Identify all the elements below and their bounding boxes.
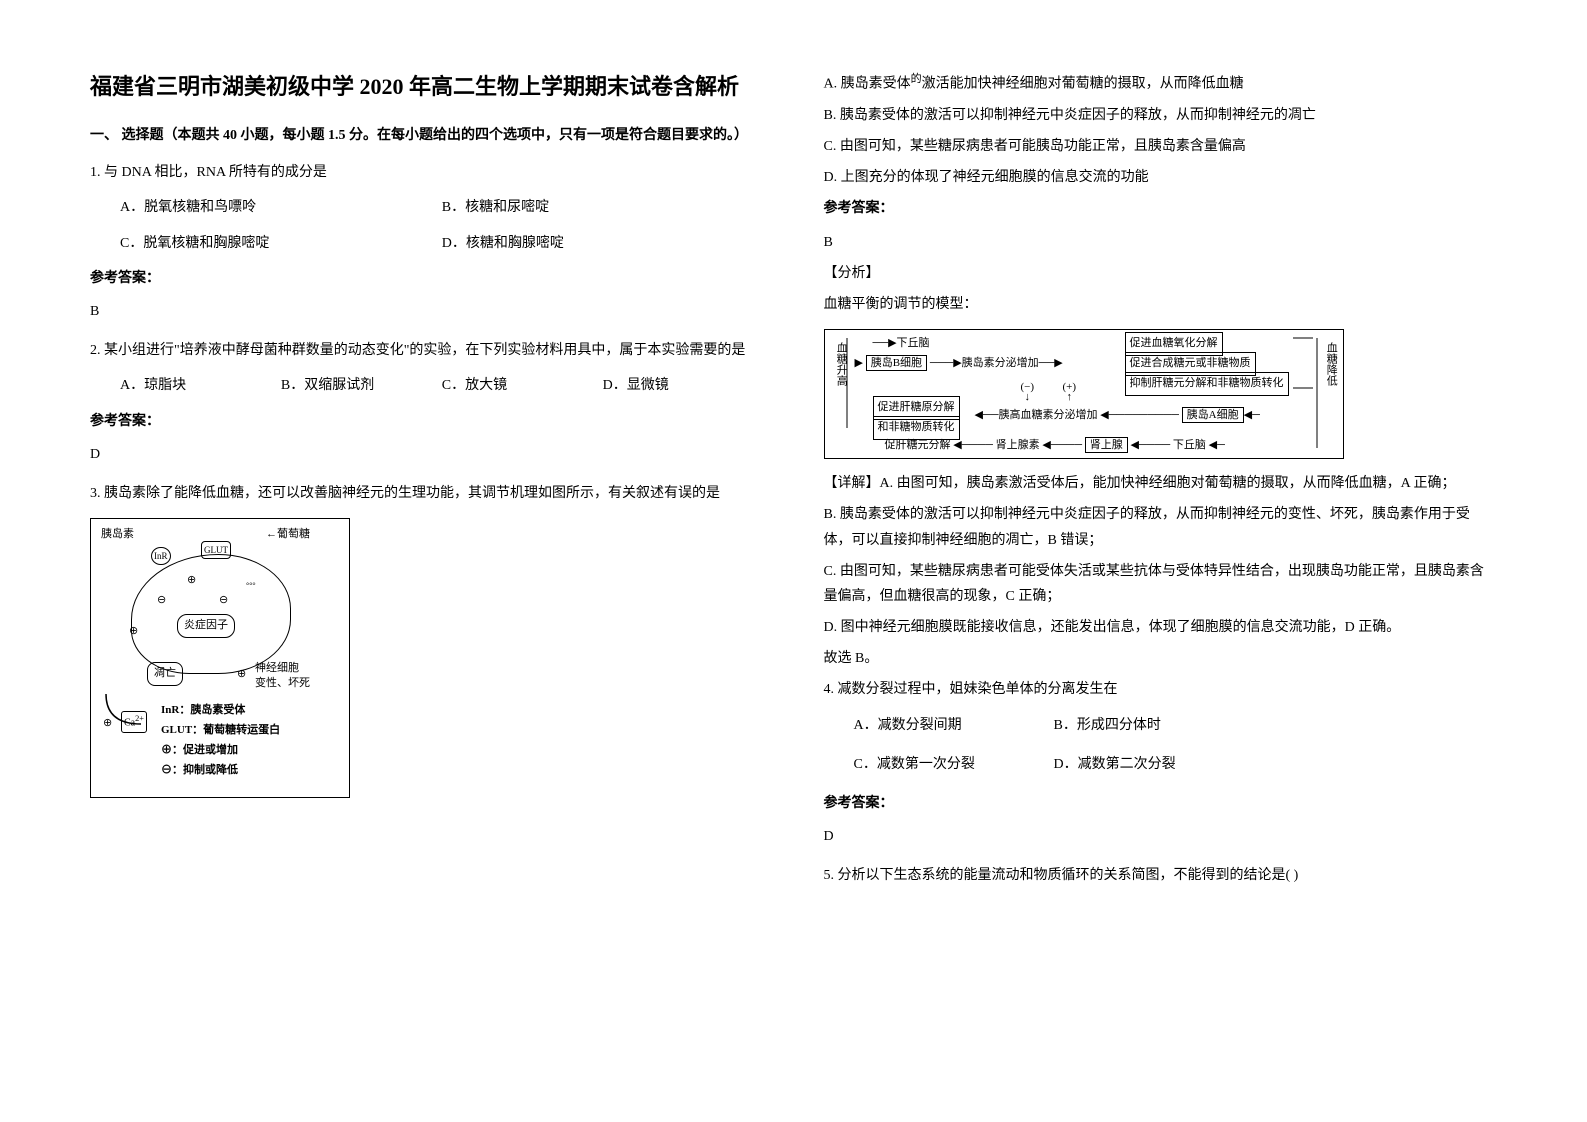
q3-detailA: 【详解】A. 由图可知，胰岛素激活受体后，能加快神经细胞对葡萄糖的摄取，从而降低… [824,471,1498,496]
q3-conclusion: 故选 B。 [824,646,1498,671]
arrow-down-icon: ↓ [1025,388,1031,408]
q4-optA: A．减数分裂间期 [854,713,1054,738]
plus-icon-3: ⊕ [237,665,246,685]
q2-answer-label: 参考答案： [90,409,764,434]
blood-sugar-regulation-diagram: 血糖升高 血糖降低 ──▶下丘脑 ▶ 胰岛B细胞 ───▶胰岛素分泌增加──▶ … [824,329,1344,459]
q2-options: A．琼脂块 B．双缩脲试剂 C．放大镜 D．显微镜 [90,373,764,398]
q2-optD: D．显微镜 [603,373,764,398]
q2-optB: B．双缩脲试剂 [281,373,442,398]
q1-options-row1: A．脱氧核糖和鸟嘌呤 B．核糖和尿嘧啶 [90,195,764,220]
plus-icon-2: ⊕ [129,622,138,642]
row-bottom: 促肝糖元分解 ◀──── 肾上腺素 ◀──── 肾上腺 ◀──── 下丘脑 ◀─ [885,436,1225,456]
q3-diagram2: 血糖升高 血糖降低 ──▶下丘脑 ▶ 胰岛B细胞 ───▶胰岛素分泌增加──▶ … [824,329,1498,459]
q3-optD: D. 上图充分的体现了神经元细胞膜的信息交流的功能 [824,165,1498,190]
q4-text: 4. 减数分裂过程中，姐妹染色单体的分离发生在 [824,677,1498,702]
row-b-cells: ▶ 胰岛B细胞 ───▶胰岛素分泌增加──▶ [855,354,1063,374]
q4-answer: D [824,824,1498,849]
legend-glut: GLUT：葡萄糖转运蛋白 [161,721,280,741]
q2-answer: D [90,442,764,467]
q3-analysis-label: 【分析】 [824,261,1498,286]
q2-optC: C．放大镜 [442,373,603,398]
q3-analysis-intro: 血糖平衡的调节的模型： [824,292,1498,317]
label-inr: InR [151,547,171,565]
minus-icon-1: ⊖ [157,591,166,611]
label-inhibit: 抑制肝糖元分解和非糖物质转化 [1125,372,1289,396]
q2-optA: A．琼脂块 [120,373,281,398]
q3-text: 3. 胰岛素除了能降低血糖，还可以改善脑神经元的生理功能，其调节机理如图所示，有… [90,481,764,506]
q3-diagram: 胰岛素 ←葡萄糖 InR GLUT ⊕ ⊖ ⊖ °°° 炎症因子 ⊕ 凋亡 ⊕ … [90,518,764,798]
q4-optC: C．减数第一次分裂 [854,752,1054,777]
legend-inr: InR：胰岛素受体 [161,701,245,721]
arrow-up-icon: ↑ [1067,388,1073,408]
question-1: 1. 与 DNA 相比，RNA 所特有的成分是 A．脱氧核糖和鸟嘌呤 B．核糖和… [90,160,764,324]
question-5: 5. 分析以下生态系统的能量流动和物质循环的关系简图，不能得到的结论是( ) [824,863,1498,888]
q3-detailC: C. 由图可知，某些糖尿病患者可能受体失活或某些抗体与受体特异性结合，出现胰岛功… [824,559,1498,609]
q3-optA: A. 胰岛素受体的激活能加快神经细胞对葡萄糖的摄取，从而降低血糖 [824,70,1498,97]
q3-optC: C. 由图可知，某些糖尿病患者可能胰岛功能正常，且胰岛素含量偏高 [824,134,1498,159]
q3-detailD: D. 图中神经元细胞膜既能接收信息，还能发出信息，体现了细胞膜的信息交流功能，D… [824,615,1498,640]
arrow-1: ──▶下丘脑 [873,334,930,354]
insulin-neuron-diagram: 胰岛素 ←葡萄糖 InR GLUT ⊕ ⊖ ⊖ °°° 炎症因子 ⊕ 凋亡 ⊕ … [90,518,350,798]
q4-optB: B．形成四分体时 [1054,713,1254,738]
left-column: 福建省三明市湖美初级中学 2020 年高二生物上学期期末试卷含解析 一、 选择题… [90,70,764,1052]
legend-plus: ⊕：促进或增加 [161,741,238,761]
exam-title: 福建省三明市湖美初级中学 2020 年高二生物上学期期末试卷含解析 [90,70,764,103]
q1-optB: B．核糖和尿嘧啶 [442,195,764,220]
q1-optA: A．脱氧核糖和鸟嘌呤 [120,195,442,220]
label-insulin: 胰岛素 [101,525,134,545]
label-blood-low: 血糖降低 [1321,342,1341,386]
q1-options-row2: C．脱氧核糖和胸腺嘧啶 D．核糖和胸腺嘧啶 [90,231,764,256]
question-4: 4. 减数分裂过程中，姐妹染色单体的分离发生在 A．减数分裂间期 B．形成四分体… [824,677,1498,849]
label-inflammation: 炎症因子 [177,614,235,638]
q4-answer-label: 参考答案： [824,791,1498,816]
question-2: 2. 某小组进行"培养液中酵母菌种群数量的动态变化"的实验，在下列实验材料用具中… [90,338,764,467]
label-blood-high: 血糖升高 [831,342,851,386]
ca-curve-icon [101,689,151,739]
question-3: 3. 胰岛素除了能降低血糖，还可以改善脑神经元的生理功能，其调节机理如图所示，有… [90,481,764,798]
q3-answer-label: 参考答案： [824,196,1498,221]
plus-icon-1: ⊕ [187,571,196,591]
label-apoptosis: 凋亡 [147,662,183,686]
q4-options: A．减数分裂间期 B．形成四分体时 C．减数第一次分裂 D．减数第二次分裂 [824,713,1498,777]
minus-icon-2: ⊖ [219,591,228,611]
label-glut: GLUT [201,541,231,559]
right-column: A. 胰岛素受体的激活能加快神经细胞对葡萄糖的摄取，从而降低血糖 B. 胰岛素受… [824,70,1498,1052]
q3-detailB: B. 胰岛素受体的激活可以抑制神经元中炎症因子的释放，从而抑制神经元的变性、坏死… [824,502,1498,552]
q1-answer-label: 参考答案： [90,266,764,291]
q5-text: 5. 分析以下生态系统的能量流动和物质循环的关系简图，不能得到的结论是( ) [824,863,1498,888]
q3-optB: B. 胰岛素受体的激活可以抑制神经元中炎症因子的释放，从而抑制神经元的凋亡 [824,103,1498,128]
q3-answer: B [824,230,1498,255]
dots-icon: °°° [246,579,256,593]
q2-text: 2. 某小组进行"培养液中酵母菌种群数量的动态变化"的实验，在下列实验材料用具中… [90,338,764,363]
section-1-heading: 一、 选择题（本题共 40 小题，每小题 1.5 分。在每小题给出的四个选项中，… [90,123,764,148]
row-glucagon: ◀──胰高血糖素分泌增加 ◀───────── 胰岛A细胞◀─ [975,406,1260,426]
label-degeneration: 变性、坏死 [255,674,310,694]
q4-optD: D．减数第二次分裂 [1054,752,1254,777]
q1-optD: D．核糖和胸腺嘧啶 [442,231,764,256]
q1-optC: C．脱氧核糖和胸腺嘧啶 [120,231,442,256]
q1-answer: B [90,299,764,324]
q1-text: 1. 与 DNA 相比，RNA 所特有的成分是 [90,160,764,185]
legend-minus: ⊖：抑制或降低 [161,761,238,781]
label-glucose: ←葡萄糖 [266,525,310,545]
